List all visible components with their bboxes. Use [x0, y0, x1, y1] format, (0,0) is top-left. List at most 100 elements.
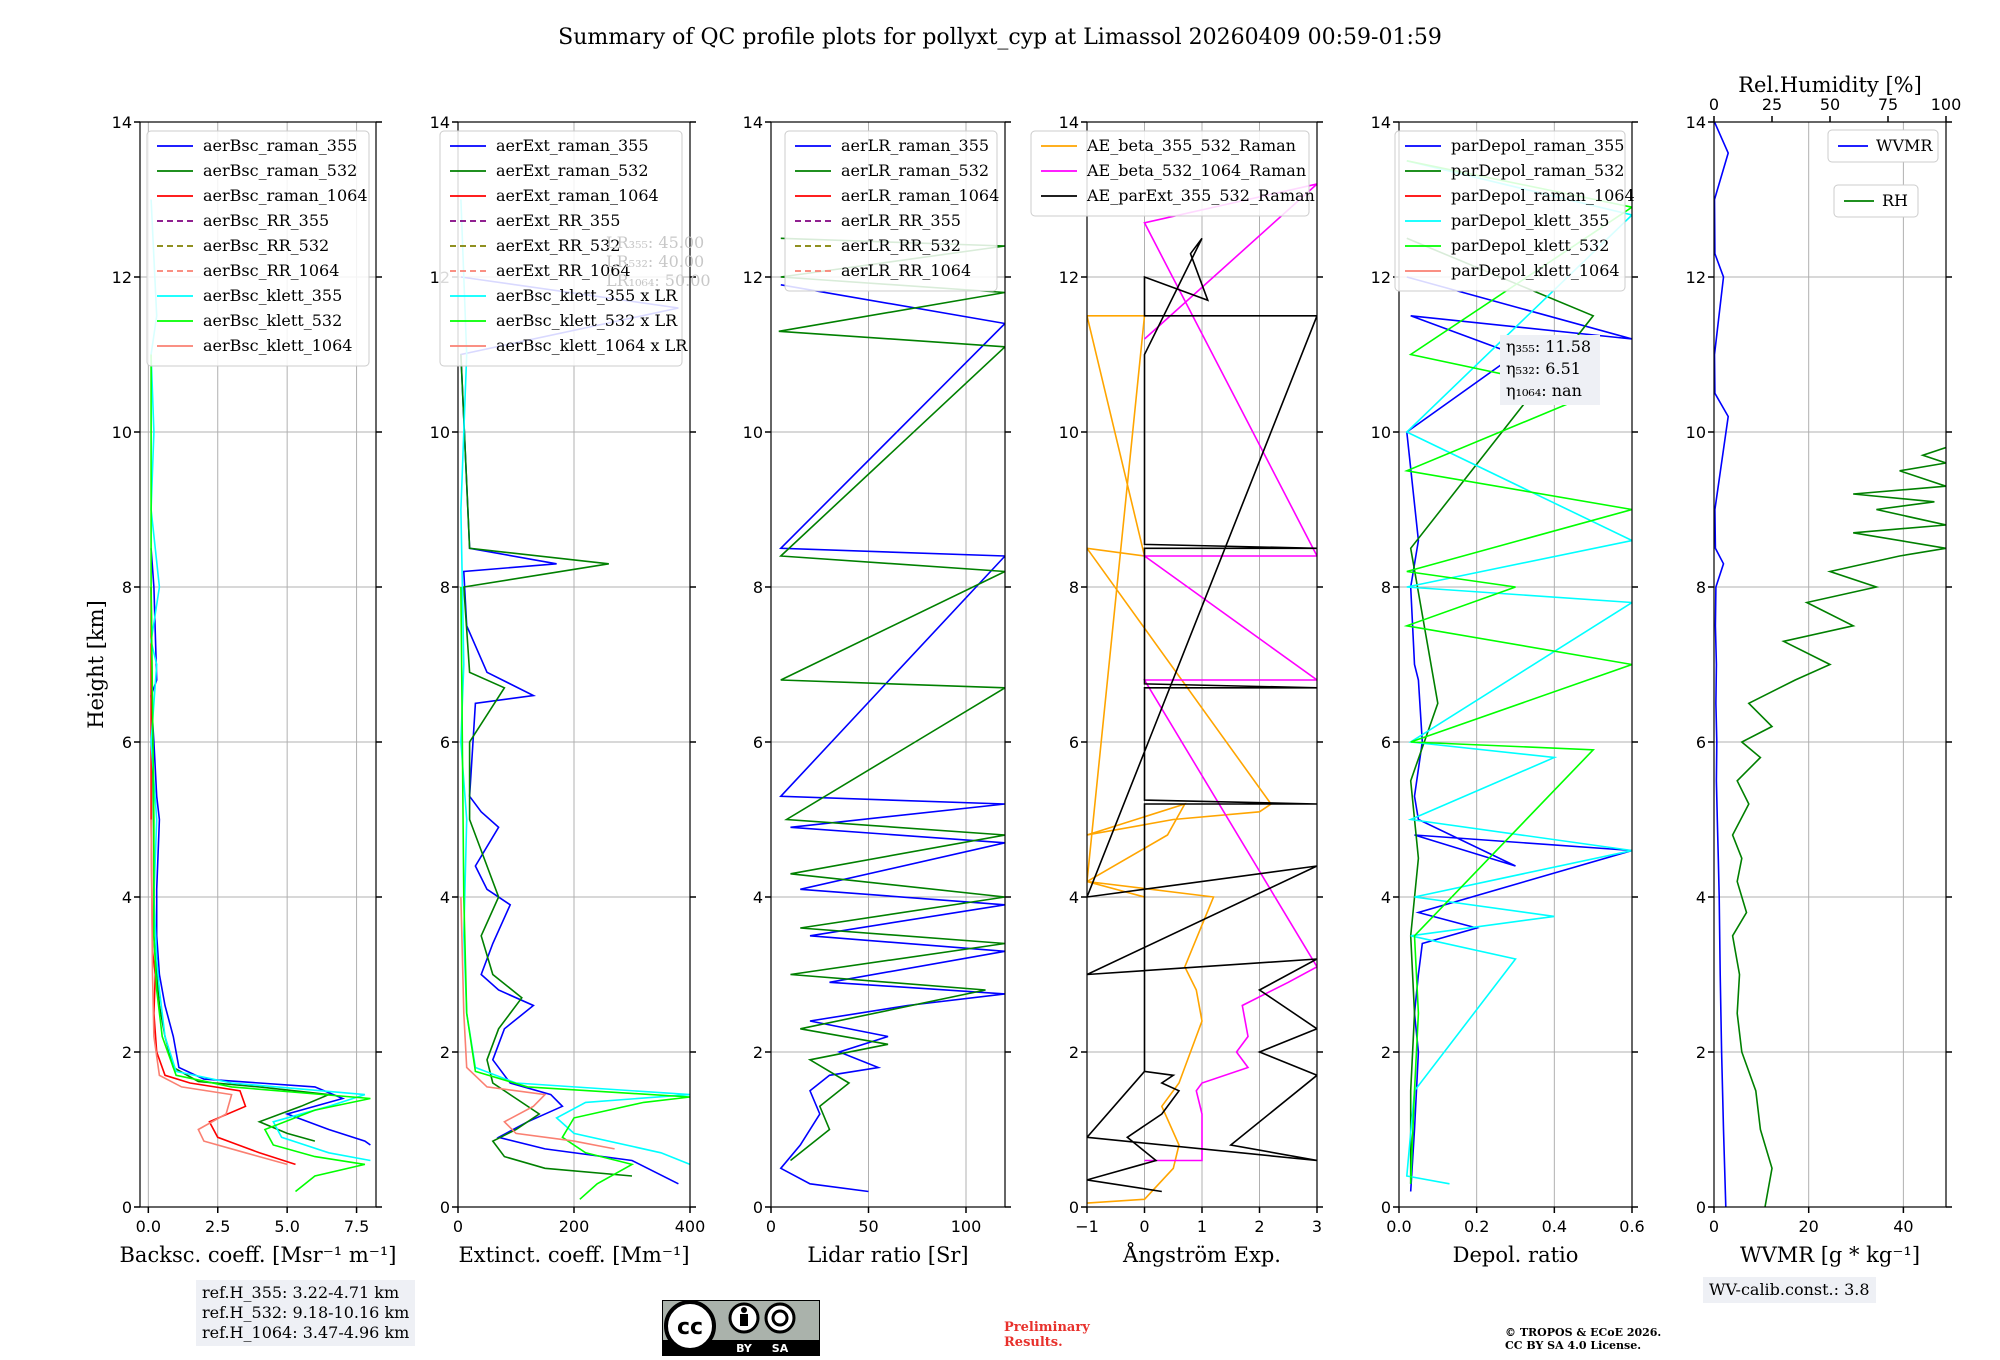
by-label: BY: [736, 1342, 753, 1355]
y-tick-label-3: 6: [122, 733, 132, 752]
cc-letters: cc: [677, 1315, 703, 1340]
legend-label-1: RH: [1882, 191, 1908, 210]
x-tick-label-1: 50: [858, 1217, 878, 1236]
legend-label-2: parDepol_raman_1064: [1451, 186, 1635, 205]
legend: AE_beta_355_532_Raman AE_beta_532_1064_Ra…: [1030, 130, 1315, 217]
y-tick-label-6: 12: [743, 268, 763, 287]
series-line-1: [1142, 183, 1317, 1162]
x-tick-label-2: 5.0: [274, 1217, 299, 1236]
legend: aerLR_raman_355 aerLR_raman_532 aerLR_rama…: [784, 130, 999, 292]
x-axis-label: Ångström Exp.: [1122, 1242, 1281, 1267]
eta-line-1: η₅₃₂: 6.51: [1506, 359, 1581, 378]
y-tick-label-0: 0: [1069, 1198, 1079, 1217]
x-tick-label-2: 100: [951, 1217, 982, 1236]
legend-label-5: aerLR_RR_1064: [841, 261, 971, 280]
x-axis-label: WVMR [g * kg⁻¹]: [1740, 1243, 1920, 1267]
y-tick-label-4: 8: [753, 578, 763, 597]
series-group: [150, 199, 371, 1193]
legend-label-7: aerBsc_klett_532: [203, 311, 342, 330]
eta-note: η₃₅₅: 11.58 η₅₃₂: 6.51 η₁₀₆₄: nan: [1500, 335, 1600, 405]
y-tick-label-5: 10: [430, 423, 450, 442]
reference-height-box: ref.H_355: 3.22-4.71 km ref.H_532: 9.18-…: [196, 1280, 416, 1346]
eta-line-2: η₁₀₆₄: nan: [1506, 381, 1582, 400]
x-tick-label-0: 0: [766, 1217, 776, 1236]
y-tick-label-4: 8: [1696, 578, 1706, 597]
legend-label-4: parDepol_klett_532: [1451, 236, 1609, 255]
y-tick-label-0: 0: [122, 1198, 132, 1217]
series-line-7: [460, 586, 690, 1200]
series-line-7: [150, 354, 371, 1193]
ref-height-532: ref.H_532: 9.18-10.16 km: [202, 1303, 410, 1322]
y-tick-label-6: 12: [1371, 268, 1391, 287]
x-tick-label-0: 0: [453, 1217, 463, 1236]
legend-label-5: parDepol_klett_1064: [1451, 261, 1620, 280]
legend-box-1: [1833, 184, 1919, 218]
panel-depol: 0 2 4 6 8 10 12 14 0.0 0.2 0.4 0.6 Depol. ratio parDe…: [1371, 113, 1645, 1267]
legend-label-0: aerLR_raman_355: [841, 136, 989, 155]
y-tick-label-0: 0: [1381, 1198, 1391, 1217]
copyright-line-1: © TROPOS & ECoE 2026.: [1505, 1326, 1662, 1339]
y-tick-label-4: 8: [1381, 578, 1391, 597]
x-tick-label-1: 200: [559, 1217, 590, 1236]
legend-label-0: WVMR: [1876, 136, 1933, 155]
plot-frame: [139, 121, 377, 1208]
x-tick-label-4: 3: [1312, 1217, 1322, 1236]
legend-label-1: aerExt_raman_532: [496, 161, 649, 180]
sa-label: SA: [772, 1342, 789, 1355]
x-tick-label-3: 0.6: [1619, 1217, 1644, 1236]
copyright-line-2: CC BY SA 4.0 License.: [1505, 1339, 1642, 1352]
top-x-tick-label-0: 0: [1709, 95, 1719, 114]
y-tick-label-7: 14: [112, 113, 132, 132]
y-tick-label-0: 0: [1696, 1198, 1706, 1217]
legend-label-5: aerExt_RR_1064: [496, 261, 631, 280]
x-axis-label: Extinct. coeff. [Mm⁻¹]: [458, 1243, 689, 1267]
y-tick-label-1: 2: [753, 1043, 763, 1062]
x-tick-label-3: 7.5: [344, 1217, 369, 1236]
plot-frame: [770, 121, 1006, 1208]
legend-label-0: aerBsc_raman_355: [203, 136, 357, 155]
series-line-6: [150, 199, 371, 1162]
y-tick-label-5: 10: [743, 423, 763, 442]
series-line-8: [460, 896, 615, 1150]
series-group: [1714, 122, 1946, 1207]
panel-bsc: 0 2 4 6 8 10 12 14 0.0 2.5 5.0 7.5 Backsc. coeff. [M…: [84, 113, 396, 1267]
y-tick-label-1: 2: [1381, 1043, 1391, 1062]
y-tick-label-6: 12: [112, 268, 132, 287]
x-axis-label: Backsc. coeff. [Msr⁻¹ m⁻¹]: [120, 1243, 397, 1267]
series-group: [1403, 160, 1632, 1192]
eta-line-0: η₃₅₅: 11.58: [1506, 337, 1591, 356]
x-axis-label: Depol. ratio: [1453, 1243, 1579, 1267]
legend-box: [146, 130, 370, 367]
x-tick-label-2: 400: [675, 1217, 706, 1236]
plot-frame: [1398, 121, 1633, 1208]
legend-label-5: aerBsc_RR_1064: [203, 261, 339, 280]
y-tick-label-2: 4: [1696, 888, 1706, 907]
legend-label-2: aerLR_raman_1064: [841, 186, 999, 205]
lidar-ratio-line-0: LR₃₅₅: 45.00: [606, 233, 704, 252]
legend-label-0: AE_beta_355_532_Raman: [1086, 136, 1296, 155]
legend-label-6: aerBsc_klett_355: [203, 286, 342, 305]
y-tick-label-3: 6: [1696, 733, 1706, 752]
legend-box: [1030, 130, 1310, 217]
y-tick-label-2: 4: [1069, 888, 1079, 907]
x-tick-label-2: 0.4: [1542, 1217, 1567, 1236]
copyright-note: © TROPOS & ECoE 2026. CC BY SA 4.0 Licen…: [1505, 1326, 1661, 1352]
panel-ext: 024681012140200400Extinct. coeff. [Mm⁻¹]…: [430, 113, 711, 1267]
by-attribution-icon: [728, 1302, 760, 1334]
eta-note-box: [1500, 335, 1600, 405]
y-tick-label-1: 2: [440, 1043, 450, 1062]
series-line-0: [1714, 122, 1730, 1207]
legend: aerBsc_raman_355 aerBsc_raman_532 aerBsc_r…: [146, 130, 370, 367]
legend-box: [439, 130, 683, 367]
y-tick-label-0: 0: [753, 1198, 763, 1217]
legend-label-0: aerExt_raman_355: [496, 136, 649, 155]
legend-box-0: [1827, 129, 1939, 163]
x-tick-label-2: 1: [1197, 1217, 1207, 1236]
y-tick-label-3: 6: [753, 733, 763, 752]
y-tick-label-5: 10: [1371, 423, 1391, 442]
y-tick-label-3: 6: [1069, 733, 1079, 752]
y-tick-label-7: 14: [430, 113, 450, 132]
y-tick-label-7: 14: [1371, 113, 1391, 132]
